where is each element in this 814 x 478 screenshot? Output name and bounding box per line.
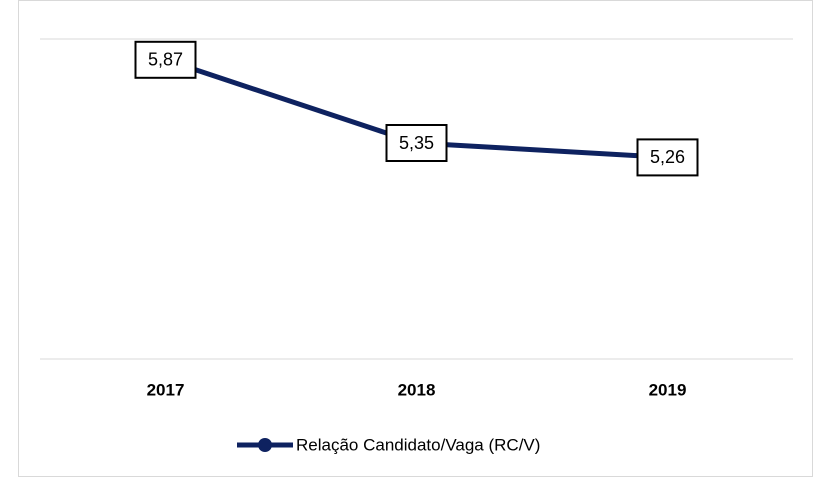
- x-tick-label: 2017: [147, 380, 185, 399]
- data-label: 5,35: [399, 133, 434, 153]
- data-label-box: [636, 138, 699, 177]
- data-label-box: [134, 40, 197, 79]
- data-label: 5,87: [148, 50, 183, 70]
- chart-frame: [18, 0, 813, 477]
- legend-marker: [258, 438, 272, 452]
- x-tick-label: 2018: [398, 380, 436, 399]
- legend-label: Relação Candidato/Vaga (RC/V): [296, 435, 540, 454]
- x-tick-label: 2019: [649, 380, 687, 399]
- data-label: 5,26: [650, 147, 685, 167]
- data-label-box: [385, 124, 448, 162]
